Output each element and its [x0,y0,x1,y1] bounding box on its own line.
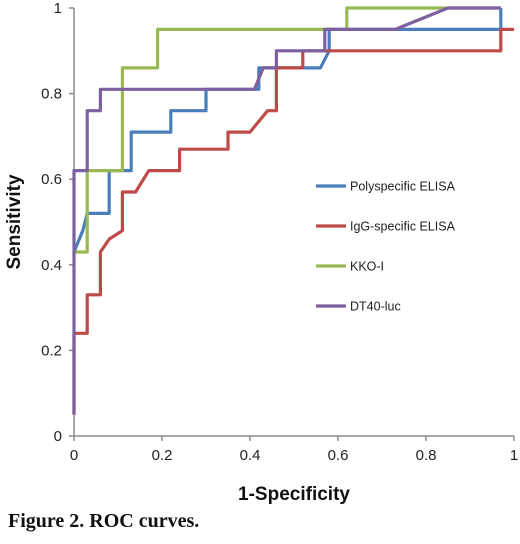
y-tick-label: 0.2 [41,342,62,359]
y-tick-label: 1 [54,0,62,17]
figure-caption: Figure 2. ROC curves. [8,510,200,532]
y-tick-label: 0.6 [41,171,62,188]
y-tick-label: 0.4 [41,257,62,274]
legend-label-4: DT40-luc [350,300,401,314]
y-tick-label: 0 [54,428,62,445]
x-tick-label: 1 [510,447,518,464]
legend-label-1: Polyspecific ELISA [350,180,456,194]
x-tick-label: 0.8 [416,447,437,464]
series-line-2 [72,27,514,415]
series-layer [72,6,514,415]
series-line-1 [72,8,503,253]
x-axis-title: 1-Specificity [238,484,350,505]
legend-label-3: KKO-I [350,260,384,274]
y-tick-label: 0.8 [41,86,62,103]
x-tick-label: 0.4 [240,447,261,464]
ticks: 0 0.2 0.4 0.6 0.8 1 0 0.2 0.4 0.6 0.8 1 [41,0,518,464]
x-tick-label: 0.2 [152,447,173,464]
y-axis-title: Sensitivity [4,174,25,269]
legend: Polyspecific ELISA IgG-specific ELISA KKO-… [316,180,456,314]
series-line-3 [74,6,501,254]
x-tick-label: 0 [70,447,78,464]
series-line-4 [72,6,501,415]
x-tick-label: 0.6 [328,447,349,464]
legend-label-2: IgG-specific ELISA [350,220,456,234]
